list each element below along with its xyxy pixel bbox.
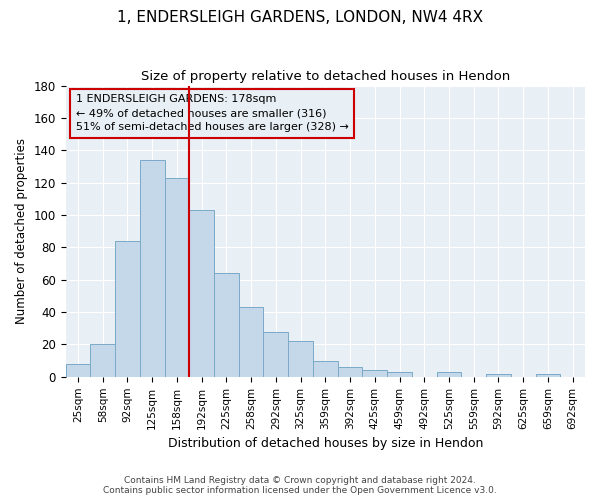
Bar — [288, 341, 313, 377]
Y-axis label: Number of detached properties: Number of detached properties — [15, 138, 28, 324]
Bar — [214, 274, 239, 377]
Bar — [263, 332, 288, 377]
Bar — [387, 372, 412, 377]
Text: 1, ENDERSLEIGH GARDENS, LONDON, NW4 4RX: 1, ENDERSLEIGH GARDENS, LONDON, NW4 4RX — [117, 10, 483, 25]
Bar — [486, 374, 511, 377]
Bar — [91, 344, 115, 377]
Text: 1 ENDERSLEIGH GARDENS: 178sqm
← 49% of detached houses are smaller (316)
51% of : 1 ENDERSLEIGH GARDENS: 178sqm ← 49% of d… — [76, 94, 349, 132]
Title: Size of property relative to detached houses in Hendon: Size of property relative to detached ho… — [141, 70, 510, 83]
Bar — [115, 241, 140, 377]
Bar — [437, 372, 461, 377]
X-axis label: Distribution of detached houses by size in Hendon: Distribution of detached houses by size … — [167, 437, 483, 450]
Bar — [536, 374, 560, 377]
Bar — [65, 364, 91, 377]
Bar — [190, 210, 214, 377]
Bar — [164, 178, 190, 377]
Bar — [362, 370, 387, 377]
Bar — [140, 160, 164, 377]
Text: Contains HM Land Registry data © Crown copyright and database right 2024.
Contai: Contains HM Land Registry data © Crown c… — [103, 476, 497, 495]
Bar — [239, 307, 263, 377]
Bar — [338, 367, 362, 377]
Bar — [313, 360, 338, 377]
